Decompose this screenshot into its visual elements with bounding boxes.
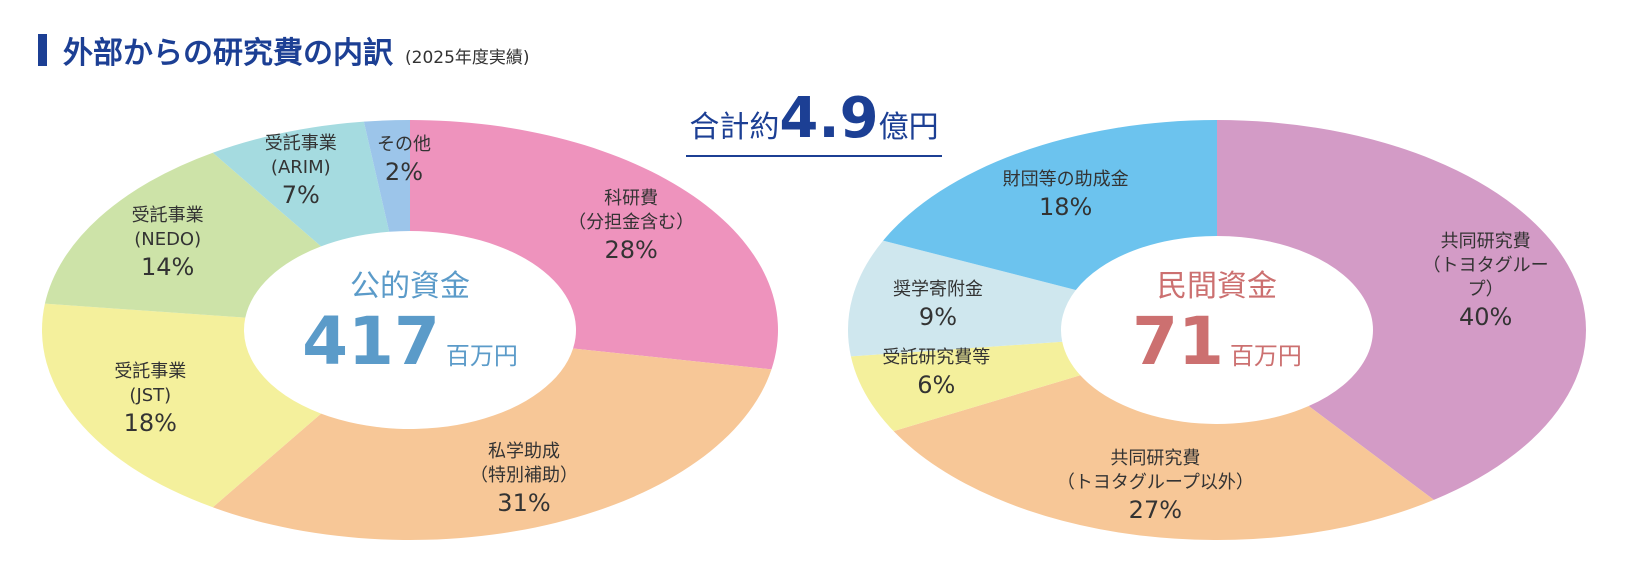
value-label: 31% [497, 489, 551, 518]
value-label: 27% [1128, 496, 1183, 525]
category-label: その他 [376, 133, 431, 155]
center-row: 71 百万円 [1132, 307, 1302, 377]
category-label: 共同研究費 （トヨタグループ以外） [1056, 448, 1254, 494]
total-unit: 億円 [878, 110, 939, 145]
center-row: 417 百万円 [302, 307, 518, 377]
slice [848, 240, 1076, 357]
slice-label: 私学助成 （特別補助） 31% [470, 440, 578, 518]
slice-label: 受託研究費等 6% [882, 346, 990, 400]
slice-label: 奨学寄附金 9% [893, 278, 983, 332]
category-label: 共同研究費 （トヨタグループ） [1422, 230, 1549, 300]
slice-label: 共同研究費 （トヨタグループ以外） 27% [1057, 447, 1254, 525]
center-label: 公的資金 417 百万円 [302, 267, 518, 377]
category-label: 科研費 （分担金含む） [568, 188, 695, 234]
total-prefix: 合計約 [689, 110, 780, 145]
center-unit: 百万円 [445, 342, 518, 370]
center-title: 民間資金 [1156, 269, 1277, 304]
center-value: 417 [302, 303, 440, 380]
center-label: 民間資金 71 百万円 [1132, 267, 1302, 377]
slice [212, 348, 772, 540]
category-label: 受託事業 (NEDO) [131, 204, 204, 250]
slice-label: 財団等の助成金 18% [1003, 168, 1129, 222]
slice [44, 152, 322, 318]
title-bar [38, 34, 47, 66]
value-label: 40% [1458, 302, 1513, 331]
slice [850, 341, 1081, 432]
header: 外部からの研究費の内訳 (2025年度実績) [38, 28, 530, 72]
value-label: 6% [917, 371, 956, 400]
slice [893, 375, 1434, 540]
slice-label: その他 2% [377, 133, 431, 187]
value-label: 14% [141, 252, 195, 281]
center-value: 71 [1132, 303, 1224, 380]
title: 外部からの研究費の内訳 [63, 36, 393, 71]
category-label: 私学助成 （特別補助） [469, 441, 578, 487]
slice [363, 120, 410, 232]
value-label: 18% [1038, 192, 1093, 221]
slice-label: 科研費 （分担金含む） 28% [568, 187, 694, 265]
category-label: 奨学寄附金 [892, 278, 983, 300]
slice [410, 120, 778, 370]
value-label: 28% [604, 236, 658, 265]
slice [883, 120, 1217, 290]
category-label: 受託研究費等 [882, 347, 991, 369]
slice-label: 共同研究費 （トヨタグループ） 40% [1414, 230, 1558, 332]
value-label: 7% [281, 181, 320, 210]
category-label: 財団等の助成金 [1002, 168, 1129, 190]
value-label: 18% [123, 409, 177, 438]
center-unit: 百万円 [1229, 342, 1302, 370]
total: 合計約4.9億円 [686, 86, 942, 157]
slice-label: 受託事業 (ARIM) 7% [265, 132, 337, 210]
slice-label: 受託事業 (JST) 18% [114, 360, 186, 438]
value-label: 2% [384, 157, 423, 186]
center-title: 公的資金 [350, 269, 470, 304]
slice [41, 303, 322, 508]
category-label: 受託事業 (ARIM) [264, 133, 337, 179]
subtitle: (2025年度実績) [405, 48, 530, 68]
slice [212, 121, 390, 247]
total-value: 4.9 [779, 86, 879, 151]
slice-label: 受託事業 (NEDO) 14% [132, 204, 204, 282]
slice [1217, 120, 1586, 500]
value-label: 9% [918, 302, 957, 331]
category-label: 受託事業 (JST) [114, 361, 187, 407]
